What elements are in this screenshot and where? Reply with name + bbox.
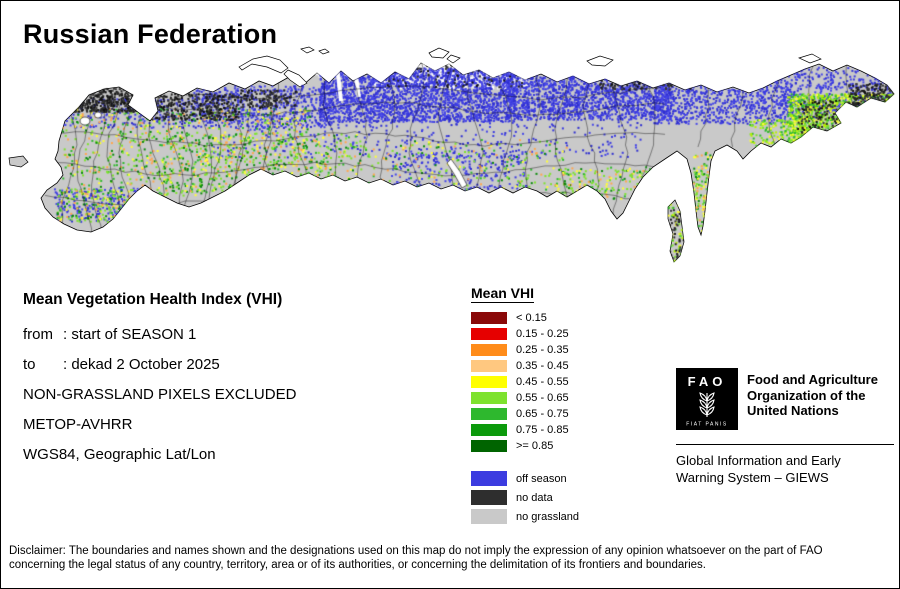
legend-label: no data — [516, 491, 553, 504]
legend-row: 0.75 - 0.85 — [471, 422, 579, 438]
fao-separator-line — [676, 444, 894, 445]
legend-label: 0.55 - 0.65 — [516, 392, 569, 404]
legend-swatch — [471, 328, 507, 340]
info-line-label: to — [23, 356, 36, 373]
page-title: Russian Federation — [23, 19, 278, 49]
legend-row: 0.55 - 0.65 — [471, 390, 579, 406]
vhi-raster-canvas — [1, 1, 899, 271]
info-line-value: : dekad 2 October 2025 — [63, 356, 220, 373]
fao-identity: FAO FIAT PANIS Food and Agriculture Orga… — [676, 368, 896, 430]
legend-extra-classes: off season no data no grassland — [471, 469, 579, 526]
info-line-sensor: METOP-AVHRR — [23, 416, 133, 433]
legend-swatch — [471, 360, 507, 372]
legend-row: 0.65 - 0.75 — [471, 406, 579, 422]
legend-row: 0.25 - 0.35 — [471, 342, 579, 358]
legend-swatch — [471, 424, 507, 436]
legend-label: < 0.15 — [516, 312, 547, 324]
fao-org-name: Food and Agriculture Organization of the… — [747, 372, 878, 418]
map-info-block: Mean Vegetation Health Index (VHI) from:… — [23, 291, 296, 476]
info-line-pixels: NON-GRASSLAND PIXELS EXCLUDED — [23, 386, 297, 403]
disclaimer-text: Disclaimer: The boundaries and names sho… — [9, 545, 823, 571]
info-line-value: : start of SEASON 1 — [63, 326, 197, 343]
legend-label: 0.75 - 0.85 — [516, 424, 569, 436]
legend-title: Mean VHI — [471, 285, 535, 303]
legend-label: 0.35 - 0.45 — [516, 360, 569, 372]
wheat-ear-icon — [699, 392, 715, 417]
legend-swatch — [471, 471, 507, 486]
legend-row: 0.45 - 0.55 — [471, 374, 579, 390]
info-line-label: from — [23, 326, 53, 343]
legend-swatch — [471, 408, 507, 420]
legend-row: < 0.15 — [471, 310, 579, 326]
legend-row: 0.35 - 0.45 — [471, 358, 579, 374]
legend-swatch — [471, 312, 507, 324]
legend-row: 0.15 - 0.25 — [471, 326, 579, 342]
legend-row: no grassland — [471, 507, 579, 526]
legend-row: >= 0.85 — [471, 438, 579, 454]
legend-row: no data — [471, 488, 579, 507]
info-line-to: to : dekad 2 October 2025 — [23, 356, 296, 373]
legend-swatch — [471, 344, 507, 356]
legend-label: 0.65 - 0.75 — [516, 408, 569, 420]
legend-swatch — [471, 392, 507, 404]
info-line-projection: WGS84, Geographic Lat/Lon — [23, 446, 216, 463]
legend-swatch — [471, 509, 507, 524]
fao-logo: FAO FIAT PANIS — [676, 368, 738, 430]
legend-label: 0.25 - 0.35 — [516, 344, 569, 356]
legend-label: 0.45 - 0.55 — [516, 376, 569, 388]
legend-classes: < 0.15 0.15 - 0.25 0.25 - 0.35 0.35 - 0.… — [471, 310, 579, 454]
legend-label: no grassland — [516, 510, 579, 523]
fao-block: FAO FIAT PANIS Food and Agriculture Orga… — [676, 368, 896, 486]
fao-logo-motto: FIAT PANIS — [686, 422, 727, 428]
legend-swatch — [471, 440, 507, 452]
legend-label: off season — [516, 472, 567, 485]
legend-label: >= 0.85 — [516, 440, 554, 452]
legend-label: 0.15 - 0.25 — [516, 328, 569, 340]
legend-swatch — [471, 490, 507, 505]
vhi-legend: Mean VHI < 0.15 0.15 - 0.25 0.25 - 0.35 … — [471, 285, 579, 526]
legend-row: off season — [471, 469, 579, 488]
giews-system-name: Global Information and Early Warning Sys… — [676, 453, 841, 485]
fao-logo-text: FAO — [688, 374, 727, 389]
map-info-heading: Mean Vegetation Health Index (VHI) — [23, 291, 283, 308]
info-line-from: from : start of SEASON 1 — [23, 326, 296, 343]
legend-swatch — [471, 376, 507, 388]
